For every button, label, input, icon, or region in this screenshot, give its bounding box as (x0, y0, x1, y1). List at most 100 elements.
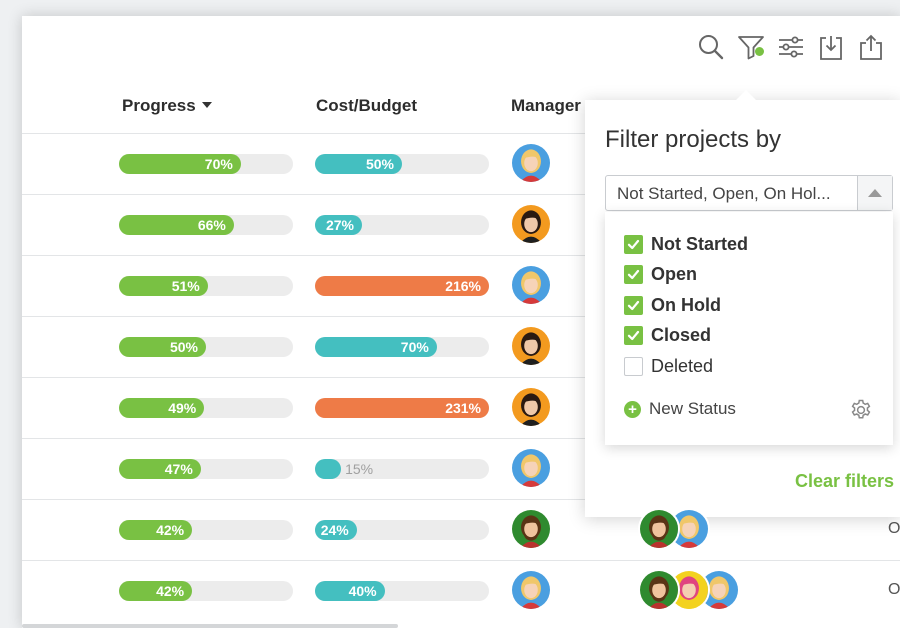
progress-bar: 49% (119, 398, 293, 418)
sort-descending-icon (201, 101, 212, 108)
status-option[interactable]: Closed (624, 324, 711, 348)
toolbar (696, 32, 886, 62)
status-filter-dropdown: Not Started Open On Hold Closed Deleted + Ne… (605, 212, 893, 445)
status-option[interactable]: Not Started (624, 232, 748, 256)
manager-avatar[interactable] (510, 569, 552, 611)
column-header-progress-label: Progress (122, 96, 196, 115)
cost-budget-bar: 24% (315, 520, 489, 540)
cost-budget-bar-fill (315, 337, 437, 357)
status-option-label: Not Started (651, 233, 749, 254)
download-button[interactable] (816, 32, 846, 62)
manager-avatar[interactable] (510, 142, 552, 184)
settings-sliders-button[interactable] (776, 32, 806, 62)
progress-bar-fill (119, 581, 193, 601)
table-row[interactable]: 66% 27% (22, 194, 900, 256)
cost-budget-bar: 27% (315, 215, 489, 235)
column-header-cost[interactable]: Cost/Budget (316, 96, 417, 116)
horizontal-scrollbar[interactable] (22, 624, 398, 628)
cost-budget-bar: 15% (315, 459, 489, 479)
status-option-label: On Hold (651, 294, 721, 315)
cost-budget-value: 50% (365, 156, 394, 172)
progress-bar: 70% (119, 154, 293, 174)
team-member-avatar[interactable] (638, 508, 680, 550)
team-member-avatar[interactable] (638, 569, 680, 611)
cost-budget-bar-fill (315, 459, 342, 479)
cost-budget-value: 15% (345, 461, 374, 477)
table-row[interactable]: 70% 50% (22, 133, 900, 195)
column-header-progress[interactable]: Progress (122, 96, 212, 116)
table-row[interactable]: 42% 24% O (22, 499, 900, 561)
progress-bar: 50% (119, 337, 293, 357)
progress-bar-fill (119, 215, 234, 235)
progress-value: 70% (204, 156, 233, 172)
checkbox-checked-icon[interactable] (624, 265, 643, 284)
checkbox-checked-icon[interactable] (624, 326, 643, 345)
status-option-label: Deleted (651, 355, 714, 376)
column-header-manager[interactable]: Manager (511, 96, 581, 116)
cost-budget-bar-fill (315, 398, 489, 418)
column-header-cost-label: Cost/Budget (316, 96, 418, 115)
filter-icon (738, 36, 764, 60)
progress-bar-fill (119, 154, 241, 174)
share-button[interactable] (856, 32, 886, 62)
manager-avatar[interactable] (510, 325, 552, 367)
status-settings-button[interactable] (849, 398, 873, 427)
cost-budget-bar: 216% (315, 276, 489, 296)
progress-value: 47% (164, 461, 193, 477)
table-row[interactable]: 51% 216% (22, 255, 900, 317)
table-row[interactable]: 47% 15% (22, 438, 900, 500)
status-option[interactable]: Open (624, 263, 697, 287)
progress-bar-fill (119, 398, 205, 418)
cost-budget-bar-fill (315, 520, 357, 540)
filter-button[interactable] (736, 32, 766, 62)
table-row[interactable]: 42% 40% O (22, 560, 900, 622)
checkbox-checked-icon[interactable] (624, 295, 643, 315)
checkbox-checked-icon[interactable] (624, 234, 643, 254)
sliders-icon (779, 36, 803, 58)
cost-budget-bar: 70% (315, 337, 489, 357)
progress-value: 42% (156, 583, 185, 599)
cost-budget-bar: 40% (315, 581, 489, 601)
cost-budget-bar-fill (315, 276, 489, 296)
gear-icon (851, 399, 871, 419)
manager-avatar[interactable] (510, 447, 552, 489)
column-header-manager-label: Manager (511, 96, 581, 115)
new-status-label: New Status (649, 399, 736, 418)
status-option[interactable]: On Hold (624, 293, 721, 317)
progress-bar: 42% (119, 520, 293, 540)
new-status-button[interactable]: + New Status (624, 399, 736, 419)
plus-circle-icon: + (624, 400, 641, 418)
progress-value: 66% (197, 217, 226, 233)
table-row[interactable]: 50% 70% (22, 316, 900, 378)
checkbox-unchecked-icon[interactable] (624, 356, 643, 376)
search-button[interactable] (696, 32, 726, 62)
cost-budget-value: 70% (400, 339, 429, 355)
manager-avatar[interactable] (510, 203, 552, 245)
status-filter-toggle[interactable] (857, 176, 892, 210)
progress-bar: 66% (119, 215, 293, 235)
cost-budget-bar-fill (315, 581, 385, 601)
status-option[interactable]: Deleted (624, 354, 713, 378)
progress-bar: 47% (119, 459, 293, 479)
cost-budget-value: 40% (348, 583, 377, 599)
table-row[interactable]: 49% 231% (22, 377, 900, 439)
progress-bar-fill (119, 459, 201, 479)
progress-value: 42% (156, 522, 185, 538)
share-icon (860, 34, 882, 60)
manager-avatar[interactable] (510, 386, 552, 428)
clear-filters-link[interactable]: Clear filters (794, 471, 894, 491)
download-icon (820, 36, 842, 60)
search-icon (699, 35, 724, 60)
status-option-label: Closed (651, 325, 712, 345)
progress-bar-fill (119, 276, 208, 296)
status-filter-select-value: Not Started, Open, On Hol... (617, 184, 831, 203)
status-cell-truncated: O (888, 581, 900, 598)
status-filter-select[interactable]: Not Started, Open, On Hol... (605, 175, 893, 211)
popup-pointer (735, 90, 757, 101)
progress-bar-fill (119, 520, 193, 540)
cost-budget-value: 231% (445, 400, 481, 416)
status-cell-truncated: O (888, 520, 900, 537)
manager-avatar[interactable] (510, 264, 552, 306)
progress-value: 51% (171, 278, 200, 294)
manager-avatar[interactable] (510, 508, 552, 550)
